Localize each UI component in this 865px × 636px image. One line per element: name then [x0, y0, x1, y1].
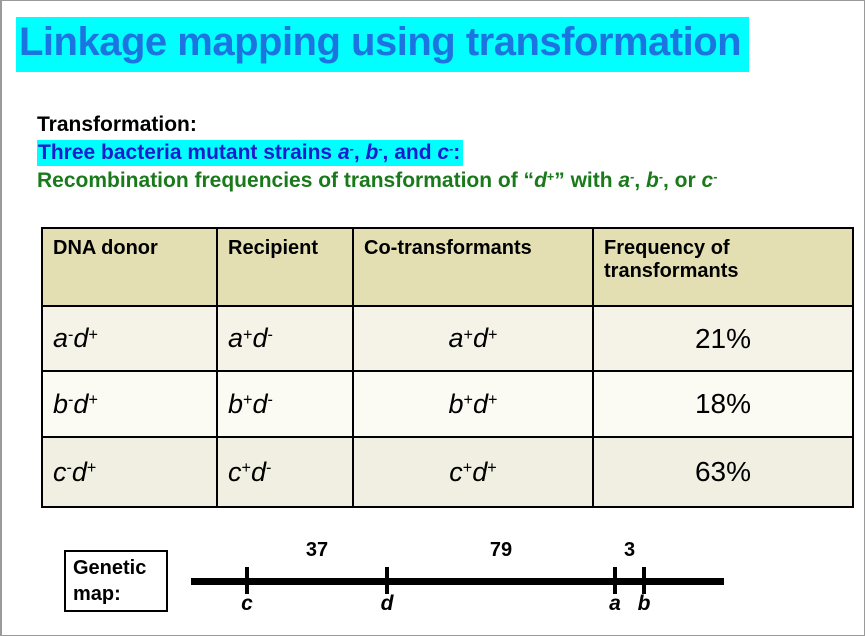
dna-donor-cell: b-d+ [41, 370, 218, 438]
slide-title: Linkage mapping using transformation [16, 17, 750, 72]
map-tick-c [245, 567, 249, 594]
genetic-map-label: Genetic map: [73, 557, 147, 605]
map-distance-label-c-d: 37 [305, 539, 329, 561]
gene-symbol: c- [701, 169, 718, 192]
dna-donor-cell: c-d+ [41, 436, 218, 508]
co-transformants-cell: c+d+ [352, 436, 594, 508]
gene-symbol: b+d- [228, 388, 273, 419]
map-tick-a [613, 567, 617, 594]
gene-symbol: a+d- [228, 323, 273, 353]
dna-donor-cell: a-d+ [41, 305, 218, 372]
gene-symbol: a+d+ [448, 323, 498, 353]
column-header: Frequency of transformants [592, 227, 854, 307]
map-marker-label-c: c [241, 592, 253, 615]
gene-symbol: a- [618, 169, 635, 192]
table-header-row: DNA donor Recipient Co-transformants Freque… [41, 227, 854, 307]
gene-symbol: c+d- [228, 456, 272, 487]
strains-line-row: Three bacteria mutant strains a-, b-, an… [37, 139, 717, 167]
gene-symbol: c- [437, 141, 454, 164]
map-marker-label-a: a [609, 592, 621, 615]
intro-heading: Transformation: [37, 113, 197, 136]
column-header: Co-transformants [352, 227, 594, 307]
map-distance-label-a-b: 3 [623, 539, 636, 561]
table-row: c-d+ c+d-c+d+ 63% [41, 436, 854, 508]
gene-symbol: b+d+ [448, 388, 498, 419]
map-marker-label-b: b [637, 592, 651, 615]
frequency-cell: 63% [592, 436, 854, 508]
co-transformants-cell: b+d+ [352, 370, 594, 438]
genetic-map-label-box: Genetic map: [64, 550, 168, 612]
gene-symbol: c+d+ [449, 456, 497, 487]
gene-symbol: b-d+ [53, 388, 98, 419]
gene-symbol: c-d+ [53, 456, 97, 487]
transformation-table: DNA donor Recipient Co-transformants Freque… [41, 227, 854, 508]
title-band: Linkage mapping using transformation [16, 17, 750, 72]
gene-symbol: b- [365, 141, 383, 164]
gene-symbol: a-d+ [53, 323, 98, 353]
frequency-cell: 18% [592, 370, 854, 438]
column-header: DNA donor [41, 227, 218, 307]
table-body: a-d+ a+d-a+d+ 21% b-d+ b+d-b+d+ 18% c-d+ c+d-c+… [41, 305, 854, 508]
co-transformants-cell: a+d+ [352, 305, 594, 372]
recipient-cell: b+d- [216, 370, 354, 438]
table-row: b-d+ b+d-b+d+ 18% [41, 370, 854, 438]
gene-symbol: a- [337, 141, 354, 164]
gene-symbol: b- [645, 169, 664, 192]
gene-symbol: d+ [534, 169, 555, 192]
map-distance-label-d-a: 79 [489, 539, 513, 561]
frequency-cell: 21% [592, 305, 854, 372]
intro-block: Transformation: Three bacteria mutant st… [37, 111, 717, 195]
recipient-cell: c+d- [216, 436, 354, 508]
map-tick-b [642, 567, 646, 594]
column-header: Recipient [216, 227, 354, 307]
recombination-line: Recombination frequencies of transformat… [37, 169, 718, 192]
map-tick-d [385, 567, 389, 594]
map-marker-label-d: d [380, 592, 394, 615]
table-row: a-d+ a+d-a+d+ 21% [41, 305, 854, 372]
table-header: DNA donor Recipient Co-transformants Freque… [41, 227, 854, 307]
recipient-cell: a+d- [216, 305, 354, 372]
strains-highlight-line: Three bacteria mutant strains a-, b-, an… [37, 140, 464, 166]
genetic-map: Genetic map: c d a b 37 79 3 [2, 536, 864, 635]
map-line [191, 578, 724, 585]
